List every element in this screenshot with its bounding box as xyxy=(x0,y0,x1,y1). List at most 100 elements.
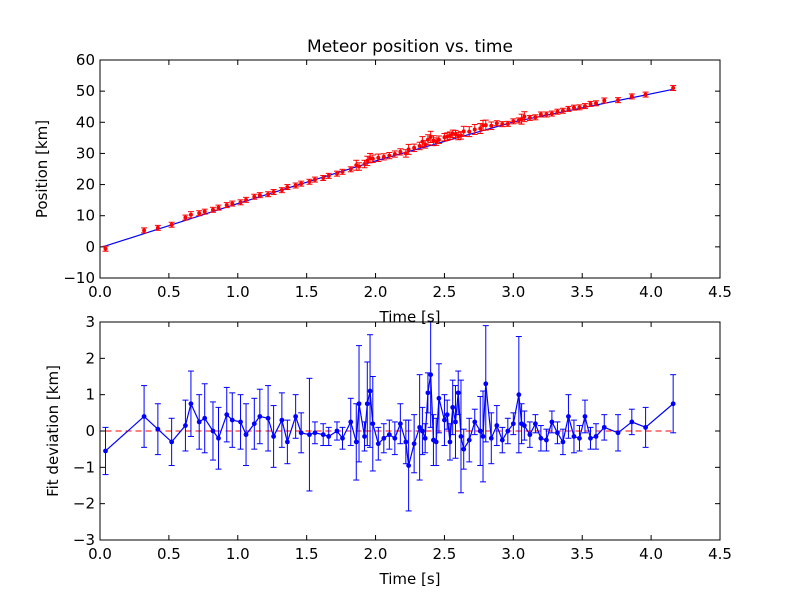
position-point xyxy=(671,86,676,91)
fit-deviation-plot: 0.0 0.5 1.0 1.5 2.0 2.5 3.0 3.5 4.0 4.5 −3 −2 −1 0 1 2… xyxy=(44,313,732,588)
position-x-tick-label: 1.5 xyxy=(295,283,319,301)
position-point xyxy=(340,169,345,174)
chart-title: Meteor position vs. time xyxy=(307,37,513,57)
position-x-tick-label: 3.0 xyxy=(501,283,525,301)
deviation-x-tick-label: 0.0 xyxy=(88,545,112,563)
position-plot: Meteor position vs. time 0.0 0.5 1.0 1.5 2.0… xyxy=(33,37,732,326)
position-x-tick-label: 1.0 xyxy=(226,283,250,301)
position-point xyxy=(321,176,326,181)
deviation-point xyxy=(527,432,533,438)
deviation-points xyxy=(103,372,676,468)
position-point xyxy=(398,149,403,154)
deviation-point xyxy=(298,430,304,436)
position-point xyxy=(643,92,648,97)
position-y-tick-label: 50 xyxy=(76,82,95,100)
position-point xyxy=(387,153,392,158)
position-point xyxy=(500,122,505,127)
position-point xyxy=(210,207,215,212)
position-x-ticks: 0.0 0.5 1.0 1.5 2.0 2.5 3.0 3.5 4.0 4.5 xyxy=(88,60,732,301)
deviation-point xyxy=(601,424,607,430)
deviation-point xyxy=(670,401,676,407)
deviation-point xyxy=(629,419,635,425)
deviation-point xyxy=(422,435,428,441)
deviation-x-ticks: 0.0 0.5 1.0 1.5 2.0 2.5 3.0 3.5 4.0 4.5 xyxy=(88,322,732,563)
position-point xyxy=(436,137,441,142)
position-point xyxy=(381,154,386,159)
position-point xyxy=(376,155,381,160)
deviation-x-tick-label: 4.0 xyxy=(639,545,663,563)
deviation-point xyxy=(326,434,332,439)
deviation-point xyxy=(243,432,249,438)
deviation-point xyxy=(202,415,208,421)
position-point xyxy=(478,126,483,131)
position-point xyxy=(522,114,527,119)
position-axes-frame xyxy=(99,59,721,279)
position-y-tick-label: 10 xyxy=(76,207,95,225)
deviation-x-tick-label: 1.0 xyxy=(226,545,250,563)
position-point xyxy=(527,115,532,120)
deviation-point xyxy=(307,432,312,438)
deviation-y-axis-label: Fit deviation [km] xyxy=(44,365,62,497)
deviation-point xyxy=(593,434,599,439)
position-point xyxy=(461,129,466,134)
deviation-point xyxy=(183,423,188,428)
position-x-tick-label: 3.5 xyxy=(570,283,594,301)
position-point xyxy=(549,111,554,116)
position-point xyxy=(571,105,576,110)
position-point xyxy=(425,137,430,142)
position-x-tick-label: 2.0 xyxy=(364,283,388,301)
deviation-point xyxy=(428,372,434,378)
position-point xyxy=(238,200,243,205)
deviation-y-tick-label: 1 xyxy=(85,386,95,404)
deviation-point xyxy=(279,417,285,423)
position-x-tick-label: 0.5 xyxy=(157,283,181,301)
deviation-point xyxy=(494,423,500,428)
deviation-point xyxy=(480,434,486,439)
deviation-point xyxy=(392,435,398,441)
position-point xyxy=(560,108,565,113)
position-x-tick-label: 4.0 xyxy=(639,283,663,301)
deviation-point xyxy=(453,419,458,425)
deviation-point xyxy=(571,434,577,439)
position-point xyxy=(577,105,582,110)
deviation-point xyxy=(499,437,505,443)
position-y-tick-label: 20 xyxy=(76,176,95,194)
deviation-point xyxy=(229,417,235,423)
deviation-point xyxy=(425,390,431,396)
position-point xyxy=(169,222,174,227)
position-point xyxy=(489,123,494,128)
position-point xyxy=(326,173,331,178)
deviation-point xyxy=(188,401,194,407)
position-point xyxy=(307,179,312,184)
deviation-point xyxy=(444,412,450,418)
position-point xyxy=(257,193,262,198)
position-y-tick-label: 40 xyxy=(76,113,95,131)
deviation-point xyxy=(447,439,453,445)
deviation-x-tick-label: 3.5 xyxy=(570,545,594,563)
position-point xyxy=(252,194,257,199)
deviation-point xyxy=(566,414,571,419)
position-point xyxy=(472,127,477,132)
position-point xyxy=(334,171,339,176)
position-x-axis-label: Time [s] xyxy=(379,308,441,326)
position-x-tick-label: 2.5 xyxy=(433,283,457,301)
position-point xyxy=(183,215,188,220)
position-point xyxy=(566,106,571,111)
deviation-point xyxy=(411,441,417,447)
deviation-point xyxy=(271,434,276,439)
position-point xyxy=(412,145,417,150)
position-point xyxy=(505,121,510,126)
deviation-point xyxy=(141,414,147,419)
deviation-point xyxy=(450,404,456,410)
deviation-point xyxy=(238,419,243,425)
position-y-tick-label: 60 xyxy=(76,51,95,69)
deviation-point xyxy=(560,439,566,445)
deviation-point xyxy=(216,435,221,441)
deviation-point xyxy=(643,424,648,430)
position-point xyxy=(602,98,607,103)
deviation-y-tick-label: 2 xyxy=(85,349,95,367)
position-point xyxy=(406,147,411,152)
deviation-point xyxy=(420,428,425,434)
deviation-point xyxy=(155,426,161,432)
position-point xyxy=(279,188,284,193)
